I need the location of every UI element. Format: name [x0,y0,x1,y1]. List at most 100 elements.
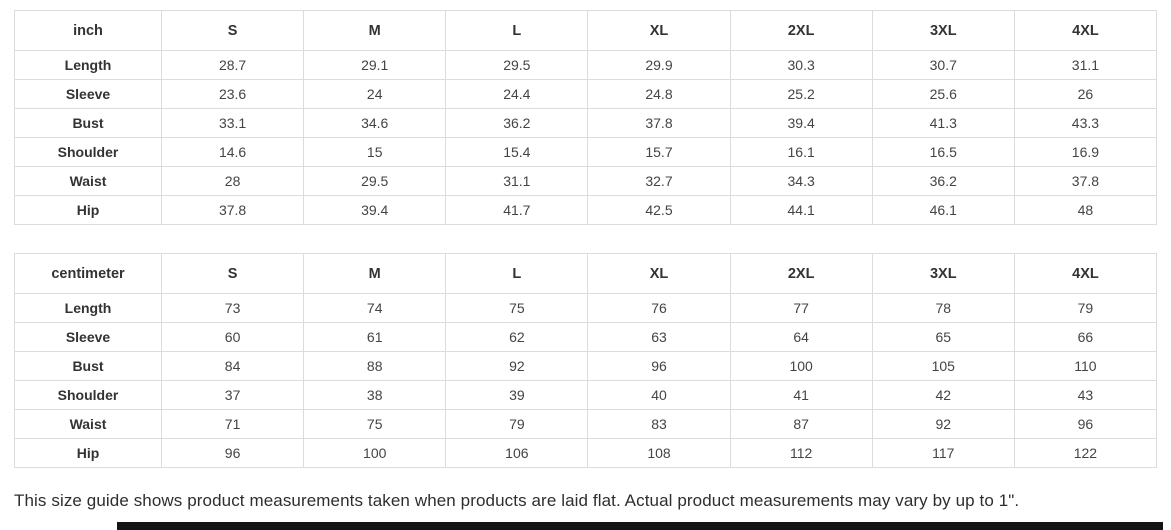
measurement-value-cell: 15.7 [587,137,731,167]
table-row: Shoulder 14.6 15 15.4 15.7 16.1 16.5 16.9 [14,137,1158,167]
measurement-value-cell: 61 [303,322,447,352]
size-header-cell: 3XL [871,10,1015,51]
measurement-value-cell: 33.1 [160,108,305,138]
size-table-inch-body: Length 28.7 29.1 29.5 29.9 30.3 30.7 31.1 Sleeve… [14,50,1158,225]
measurement-value-cell: 30.7 [871,50,1015,80]
size-header-cell: 2XL [729,10,873,51]
measurement-value-cell: 14.6 [160,137,305,167]
measurement-value-cell: 29.5 [303,166,447,196]
table-row: Bust 84 88 92 96 100 105 110 [14,351,1158,381]
measurement-value-cell: 42.5 [587,195,731,225]
measurement-value-cell: 62 [445,322,589,352]
measurement-label-cell: Sleeve [14,322,162,352]
measurement-value-cell: 74 [303,293,447,323]
measurement-value-cell: 31.1 [1013,50,1158,80]
measurement-label-cell: Sleeve [14,79,162,109]
measurement-value-cell: 41 [729,380,873,410]
size-header-cell: L [445,253,589,294]
measurement-value-cell: 34.3 [729,166,873,196]
measurement-value-cell: 100 [729,351,873,381]
measurement-value-cell: 38 [303,380,447,410]
measurement-value-cell: 92 [445,351,589,381]
table-row: Shoulder 37 38 39 40 41 42 43 [14,380,1158,410]
measurement-value-cell: 96 [160,438,305,468]
measurement-value-cell: 34.6 [303,108,447,138]
measurement-value-cell: 60 [160,322,305,352]
table-row: Hip 96 100 106 108 112 117 122 [14,438,1158,468]
measurement-label-cell: Waist [14,409,162,439]
size-table-inch: inch S M L XL 2XL 3XL 4XL Length 28.7 29.1 29.5 29.… [14,10,1158,225]
measurement-value-cell: 37.8 [160,195,305,225]
measurement-value-cell: 40 [587,380,731,410]
size-header-cell: 3XL [871,253,1015,294]
table-row: Length 28.7 29.1 29.5 29.9 30.3 30.7 31.1 [14,50,1158,80]
size-header-cell: S [160,10,305,51]
size-header-cell: M [303,10,447,51]
measurement-value-cell: 31.1 [445,166,589,196]
measurement-value-cell: 64 [729,322,873,352]
measurement-value-cell: 92 [871,409,1015,439]
measurement-value-cell: 96 [587,351,731,381]
measurement-value-cell: 83 [587,409,731,439]
measurement-value-cell: 44.1 [729,195,873,225]
size-header-cell: S [160,253,305,294]
header-row: centimeter S M L XL 2XL 3XL 4XL [14,253,1158,294]
measurement-value-cell: 15 [303,137,447,167]
size-header-cell: 4XL [1013,10,1158,51]
measurement-value-cell: 25.6 [871,79,1015,109]
measurement-value-cell: 41.3 [871,108,1015,138]
measurement-value-cell: 32.7 [587,166,731,196]
table-row: Sleeve 60 61 62 63 64 65 66 [14,322,1158,352]
measurement-value-cell: 76 [587,293,731,323]
measurement-value-cell: 36.2 [871,166,1015,196]
measurement-label-cell: Bust [14,351,162,381]
size-table-centimeter: centimeter S M L XL 2XL 3XL 4XL Length 73 74 75 76 7… [14,253,1158,468]
measurement-value-cell: 122 [1013,438,1158,468]
measurement-value-cell: 73 [160,293,305,323]
measurement-value-cell: 37 [160,380,305,410]
measurement-value-cell: 79 [1013,293,1158,323]
measurement-label-cell: Length [14,293,162,323]
measurement-value-cell: 28.7 [160,50,305,80]
measurement-value-cell: 100 [303,438,447,468]
table-row: Length 73 74 75 76 77 78 79 [14,293,1158,323]
measurement-value-cell: 87 [729,409,873,439]
size-header-cell: M [303,253,447,294]
size-table-centimeter-body: Length 73 74 75 76 77 78 79 Sleeve 60 61 62 63 64 65 66… [14,293,1158,468]
measurement-value-cell: 25.2 [729,79,873,109]
table-row: Waist 71 75 79 83 87 92 96 [14,409,1158,439]
measurement-value-cell: 110 [1013,351,1158,381]
measurement-value-cell: 26 [1013,79,1158,109]
measurement-value-cell: 78 [871,293,1015,323]
table-row: Bust 33.1 34.6 36.2 37.8 39.4 41.3 43.3 [14,108,1158,138]
measurement-value-cell: 105 [871,351,1015,381]
measurement-value-cell: 42 [871,380,1015,410]
measurement-value-cell: 75 [445,293,589,323]
unit-header-cell: inch [14,10,162,51]
size-header-cell: XL [587,253,731,294]
measurement-value-cell: 24.4 [445,79,589,109]
measurement-value-cell: 63 [587,322,731,352]
size-table-centimeter-header: centimeter S M L XL 2XL 3XL 4XL [14,253,1158,294]
measurement-value-cell: 16.1 [729,137,873,167]
measurement-value-cell: 77 [729,293,873,323]
measurement-value-cell: 37.8 [1013,166,1158,196]
measurement-value-cell: 15.4 [445,137,589,167]
size-header-cell: XL [587,10,731,51]
measurement-value-cell: 39.4 [303,195,447,225]
measurement-label-cell: Shoulder [14,137,162,167]
size-header-cell: 2XL [729,253,873,294]
measurement-value-cell: 48 [1013,195,1158,225]
measurement-label-cell: Shoulder [14,380,162,410]
table-row: Sleeve 23.6 24 24.4 24.8 25.2 25.6 26 [14,79,1158,109]
measurement-value-cell: 75 [303,409,447,439]
measurement-value-cell: 108 [587,438,731,468]
measurement-value-cell: 84 [160,351,305,381]
horizontal-scrollbar[interactable] [117,522,1163,530]
table-row: Hip 37.8 39.4 41.7 42.5 44.1 46.1 48 [14,195,1158,225]
size-header-cell: L [445,10,589,51]
measurement-value-cell: 39.4 [729,108,873,138]
measurement-value-cell: 88 [303,351,447,381]
measurement-value-cell: 43 [1013,380,1158,410]
